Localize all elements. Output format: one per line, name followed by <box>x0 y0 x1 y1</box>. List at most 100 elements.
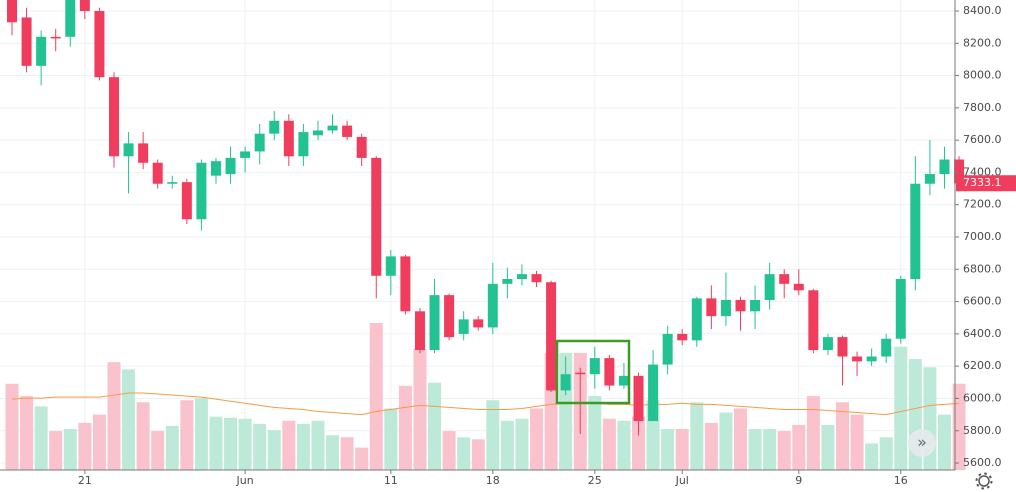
candle-body <box>414 311 425 351</box>
candle-body <box>473 319 484 328</box>
candle-body <box>36 36 47 66</box>
candle-body <box>385 256 396 276</box>
candle-body <box>7 0 17 23</box>
candle-body <box>546 282 557 391</box>
candle-body <box>575 372 586 375</box>
volume-bar <box>763 429 777 470</box>
candle-body <box>269 120 280 134</box>
candle-body <box>648 364 659 422</box>
volume-bar <box>952 383 966 470</box>
last-price-box <box>956 175 1016 192</box>
candle-body <box>50 36 61 39</box>
volume-bar <box>369 323 383 470</box>
candle-body <box>240 151 251 158</box>
x-tick-label: 18 <box>486 474 500 487</box>
candle-body <box>516 274 527 279</box>
volume-bar <box>20 396 34 470</box>
candle-body <box>954 159 965 184</box>
candle-body <box>939 159 950 175</box>
volume-bar <box>675 429 689 470</box>
candle-body <box>531 274 542 283</box>
scroll-icon: » <box>917 433 927 452</box>
y-tick-label: 7000.0 <box>963 230 1002 243</box>
volume-bar <box>806 396 820 470</box>
volume-bar <box>238 418 252 470</box>
highlight-box <box>555 339 631 405</box>
volume-bar <box>340 437 354 470</box>
candle-body <box>181 182 192 220</box>
x-tick-label: Jun <box>236 474 254 487</box>
candle-body <box>618 375 629 386</box>
candle-body <box>138 143 149 163</box>
y-tick-label: 7800.0 <box>963 101 1002 114</box>
candle-body <box>444 295 455 338</box>
candle-body <box>895 278 906 339</box>
candle-body <box>196 162 207 220</box>
volume-bar <box>194 398 208 470</box>
volume-bar <box>326 435 340 470</box>
y-tick-label: 8200.0 <box>963 36 1002 49</box>
candle-body <box>662 333 673 365</box>
candle-body <box>327 125 338 131</box>
candle-body <box>312 130 323 136</box>
candle-layer <box>7 0 965 436</box>
y-tick-label: 6600.0 <box>963 295 1002 308</box>
volume-bar <box>879 437 893 470</box>
x-tick-label: 21 <box>78 474 92 487</box>
volume-bar <box>282 420 296 470</box>
candle-body <box>94 10 105 78</box>
last-price-label: 7333.1 <box>963 176 1002 189</box>
volume-bar <box>49 431 63 470</box>
volume-bar <box>661 429 675 470</box>
volume-bar <box>632 416 646 470</box>
x-tick-label: 25 <box>588 474 602 487</box>
settings-icon[interactable] <box>975 472 993 490</box>
candle-body <box>633 375 644 422</box>
volume-bar <box>428 382 442 470</box>
y-tick-label: 7400.0 <box>963 165 1002 178</box>
x-tick-label: 16 <box>894 474 908 487</box>
volume-bar <box>122 369 136 470</box>
volume-bar <box>224 417 238 470</box>
candle-body <box>21 17 32 66</box>
volume-bar <box>792 424 806 470</box>
x-tick-label: 11 <box>384 474 398 487</box>
y-tick-label: 5600.0 <box>963 456 1002 469</box>
volume-bar <box>209 416 223 470</box>
volume-bar <box>253 423 267 470</box>
x-tick-label: Jul <box>675 474 689 487</box>
y-tick-label: 5800.0 <box>963 424 1002 437</box>
y-tick-label: 6200.0 <box>963 359 1002 372</box>
volume-bar <box>471 439 485 470</box>
volume-bar <box>107 362 121 470</box>
y-tick-label: 8400.0 <box>963 4 1002 17</box>
candle-body <box>822 337 833 351</box>
volume-bar <box>850 414 864 470</box>
volume-bar <box>63 429 77 470</box>
candle-body <box>837 337 848 357</box>
volume-bar <box>384 408 398 470</box>
volume-bar <box>442 431 456 470</box>
gear-teeth <box>975 472 993 490</box>
candle-body <box>400 256 411 312</box>
candle-body <box>604 358 615 386</box>
candle-body <box>764 274 775 300</box>
volume-ma-line <box>11 392 960 416</box>
volume-bar <box>398 385 412 470</box>
volume-bar <box>748 429 762 470</box>
volume-bar <box>355 447 369 470</box>
volume-bar <box>704 422 718 470</box>
y-tick-label: 6800.0 <box>963 262 1002 275</box>
candle-body <box>910 183 921 279</box>
scroll-button[interactable] <box>908 429 936 457</box>
candle-body <box>750 299 761 312</box>
y-tick-label: 8000.0 <box>963 69 1002 82</box>
candle-body <box>706 298 717 317</box>
volume-bar <box>267 430 281 470</box>
candle-body <box>691 298 702 341</box>
volume-bar <box>457 437 471 470</box>
volume-layer <box>5 323 966 470</box>
candle-body <box>254 133 265 152</box>
volume-bar <box>136 402 150 470</box>
